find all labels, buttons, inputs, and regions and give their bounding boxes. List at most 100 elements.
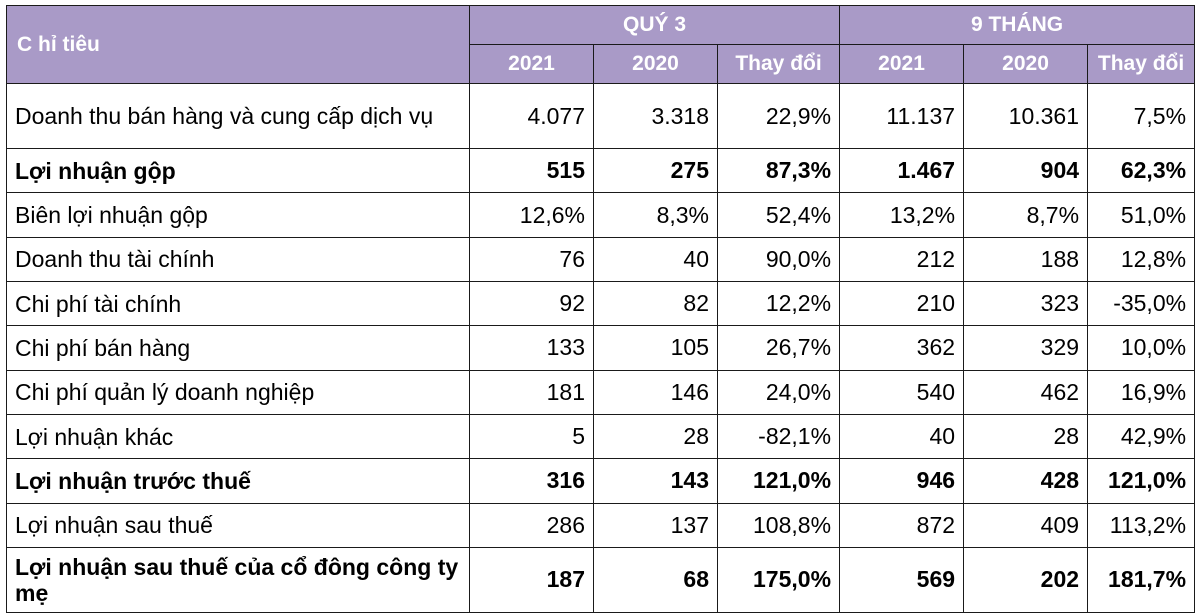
column-header: Thay đổi	[1087, 44, 1196, 84]
value-cell: 286	[469, 502, 594, 548]
value-cell: 540	[839, 369, 965, 415]
value-cell: -35,0%	[1087, 280, 1196, 327]
value-cell: 40	[593, 236, 718, 283]
value-cell: 40	[839, 413, 965, 460]
value-cell: 323	[963, 280, 1089, 327]
column-header: 2020	[593, 44, 718, 84]
value-cell: 188	[963, 236, 1089, 283]
row-label: Chi phí quản lý doanh nghiệp	[6, 369, 470, 415]
value-cell: 8,3%	[593, 192, 718, 238]
value-cell: 10.361	[963, 82, 1089, 150]
value-cell: 202	[963, 546, 1089, 614]
value-cell: 428	[963, 458, 1089, 504]
value-cell: 108,8%	[716, 502, 841, 548]
value-cell: 946	[839, 458, 965, 504]
value-cell: 12,2%	[716, 280, 841, 327]
table-row: Lợi nhuận khác 5 28 -82,1% 40 28 42,9%	[6, 413, 1196, 460]
value-cell: 1.467	[839, 148, 965, 194]
table-row: Lợi nhuận gộp 515 275 87,3% 1.467 904 62,3%	[6, 148, 1196, 194]
table-header: C hỉ tiêu QUÝ 3 9 THÁNG 2021 2020 Thay đ…	[6, 5, 1196, 84]
table-body: Doanh thu bán hàng và cung cấp dịch vụ 4.…	[6, 82, 1196, 614]
value-cell: 409	[963, 502, 1089, 548]
column-header: 2020	[963, 44, 1089, 84]
value-cell: 515	[469, 148, 594, 194]
row-label: Doanh thu bán hàng và cung cấp dịch vụ	[6, 82, 470, 150]
row-label: Doanh thu tài chính	[6, 236, 470, 283]
nine-months-group-header: 9 THÁNG	[839, 5, 1196, 45]
table-row: Chi phí quản lý doanh nghiệp 181 146 24,0% 5…	[6, 369, 1196, 415]
value-cell: 462	[963, 369, 1089, 415]
value-cell: 275	[593, 148, 718, 194]
column-header: 2021	[839, 44, 965, 84]
value-cell: 22,9%	[716, 82, 841, 150]
value-cell: 10,0%	[1087, 325, 1196, 371]
row-label: Lợi nhuận sau thuế của cổ đông công ty m…	[6, 546, 470, 614]
row-label: Lợi nhuận trước thuế	[6, 458, 470, 504]
value-cell: 181	[469, 369, 594, 415]
value-cell: 329	[963, 325, 1089, 371]
table-row: Doanh thu tài chính 76 40 90,0% 212 188 12,8%	[6, 236, 1196, 283]
value-cell: 146	[593, 369, 718, 415]
table-row: Lợi nhuận trước thuế 316 143 121,0% 946 428 12…	[6, 458, 1196, 504]
value-cell: 82	[593, 280, 718, 327]
value-cell: 5	[469, 413, 594, 460]
value-cell: 90,0%	[716, 236, 841, 283]
value-cell: 569	[839, 546, 965, 614]
value-cell: 181,7%	[1087, 546, 1196, 614]
column-header: 2021	[469, 44, 594, 84]
row-label: Chi phí tài chính	[6, 280, 470, 327]
value-cell: 872	[839, 502, 965, 548]
value-cell: 11.137	[839, 82, 965, 150]
value-cell: 121,0%	[1087, 458, 1196, 504]
value-cell: -82,1%	[716, 413, 841, 460]
column-header: Thay đổi	[716, 44, 841, 84]
value-cell: 133	[469, 325, 594, 371]
value-cell: 105	[593, 325, 718, 371]
table-row: Chi phí bán hàng 133 105 26,7% 362 329 10,0%	[6, 325, 1196, 371]
value-cell: 187	[469, 546, 594, 614]
value-cell: 42,9%	[1087, 413, 1196, 460]
table-row: Lợi nhuận sau thuế của cổ đông công ty m…	[6, 546, 1196, 614]
value-cell: 28	[593, 413, 718, 460]
table-row: Doanh thu bán hàng và cung cấp dịch vụ 4.…	[6, 82, 1196, 150]
value-cell: 3.318	[593, 82, 718, 150]
value-cell: 121,0%	[716, 458, 841, 504]
indicator-column-header: C hỉ tiêu	[6, 5, 470, 84]
table-row: Biên lợi nhuận gộp 12,6% 8,3% 52,4% 13,2% 8,7…	[6, 192, 1196, 238]
value-cell: 92	[469, 280, 594, 327]
value-cell: 362	[839, 325, 965, 371]
header-group-row: C hỉ tiêu QUÝ 3 9 THÁNG	[6, 5, 1196, 84]
value-cell: 904	[963, 148, 1089, 194]
value-cell: 87,3%	[716, 148, 841, 194]
value-cell: 52,4%	[716, 192, 841, 238]
row-label: Lợi nhuận sau thuế	[6, 502, 470, 548]
table-row: Chi phí tài chính 92 82 12,2% 210 323 -35,0%	[6, 280, 1196, 327]
row-label: Lợi nhuận khác	[6, 413, 470, 460]
quarter3-group-header: QUÝ 3	[468, 5, 841, 45]
row-label: Biên lợi nhuận gộp	[6, 192, 470, 238]
value-cell: 28	[963, 413, 1089, 460]
value-cell: 26,7%	[716, 325, 841, 371]
table-row: Lợi nhuận sau thuế 286 137 108,8% 872 409 113,…	[6, 502, 1196, 548]
value-cell: 7,5%	[1087, 82, 1196, 150]
row-label: Chi phí bán hàng	[6, 325, 470, 371]
value-cell: 175,0%	[716, 546, 841, 614]
value-cell: 137	[593, 502, 718, 548]
value-cell: 13,2%	[839, 192, 965, 238]
value-cell: 210	[839, 280, 965, 327]
value-cell: 68	[593, 546, 718, 614]
value-cell: 12,8%	[1087, 236, 1196, 283]
value-cell: 51,0%	[1087, 192, 1196, 238]
value-cell: 316	[469, 458, 594, 504]
row-label: Lợi nhuận gộp	[6, 148, 470, 194]
value-cell: 8,7%	[963, 192, 1089, 238]
header-year-row: 2021 2020 Thay đổi 2021 2020 Thay đổi	[7, 44, 1196, 84]
financial-results-table: C hỉ tiêu QUÝ 3 9 THÁNG 2021 2020 Thay đ…	[6, 5, 1196, 614]
value-cell: 24,0%	[716, 369, 841, 415]
value-cell: 4.077	[469, 82, 594, 150]
value-cell: 16,9%	[1087, 369, 1196, 415]
value-cell: 76	[469, 236, 594, 283]
value-cell: 12,6%	[469, 192, 594, 238]
value-cell: 62,3%	[1087, 148, 1196, 194]
value-cell: 212	[839, 236, 965, 283]
